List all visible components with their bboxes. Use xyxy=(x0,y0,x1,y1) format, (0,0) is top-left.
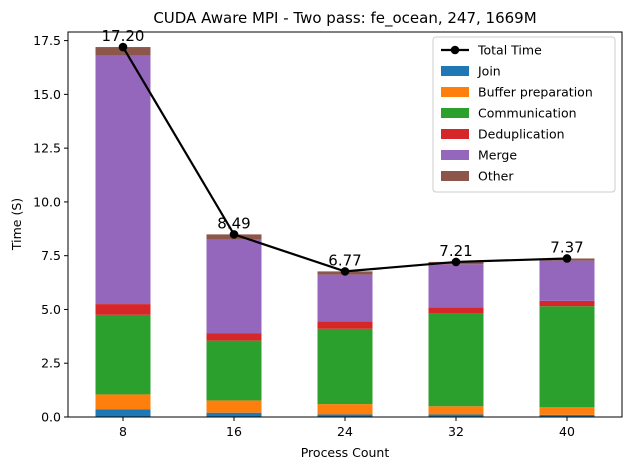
legend-label-join: Join xyxy=(477,64,501,79)
total-time-point-32 xyxy=(451,257,461,267)
legend-swatch-communication xyxy=(441,108,469,118)
legend-swatch-buffer-preparation xyxy=(441,87,469,97)
legend-label-communication: Communication xyxy=(478,106,577,121)
x-tick-label: 40 xyxy=(559,424,575,439)
legend-box xyxy=(432,36,616,193)
x-tick-label: 8 xyxy=(119,424,127,439)
legend-label-merge: Merge xyxy=(478,148,517,163)
bars-layer xyxy=(95,47,595,417)
y-tick-label: 5.0 xyxy=(41,302,61,317)
legend: Total Time Join Buffer preparation Communic… xyxy=(432,36,616,193)
bar-merge-16 xyxy=(206,239,262,334)
bar-buffer-preparation-24 xyxy=(317,404,373,415)
bar-communication-16 xyxy=(206,340,262,401)
bar-deduplication-24 xyxy=(317,321,373,329)
bar-communication-8 xyxy=(95,314,151,395)
legend-swatch-join xyxy=(441,66,469,76)
bar-join-24 xyxy=(317,414,373,417)
bar-communication-40 xyxy=(539,306,595,408)
y-tick-label: 7.5 xyxy=(41,248,61,263)
legend-swatch-merge xyxy=(441,150,469,160)
bar-other-8 xyxy=(95,47,151,56)
legend-marker-total-time xyxy=(450,45,460,55)
y-tick-label: 10.0 xyxy=(33,194,61,209)
total-time-label-24: 6.77 xyxy=(328,251,361,269)
bar-buffer-preparation-8 xyxy=(95,394,151,410)
y-tick-label: 15.0 xyxy=(33,87,61,102)
legend-label-other: Other xyxy=(478,169,514,184)
total-time-point-16 xyxy=(229,230,239,239)
bar-merge-8 xyxy=(95,55,151,305)
bar-join-32 xyxy=(428,414,484,417)
y-tick-label: 17.5 xyxy=(33,33,61,48)
bar-deduplication-16 xyxy=(206,333,262,341)
legend-label-buffer-preparation: Buffer preparation xyxy=(478,85,593,100)
bar-communication-24 xyxy=(317,328,373,405)
bar-buffer-preparation-32 xyxy=(428,406,484,415)
bar-join-40 xyxy=(539,414,595,417)
total-time-label-32: 7.21 xyxy=(439,242,472,260)
legend-swatch-other xyxy=(441,171,469,181)
total-time-label-40: 7.37 xyxy=(550,238,583,256)
bar-merge-40 xyxy=(539,260,595,301)
y-tick-label: 2.5 xyxy=(41,356,61,371)
total-time-point-40 xyxy=(562,254,572,263)
bar-join-16 xyxy=(206,412,262,417)
legend-label-total-time: Total Time xyxy=(477,43,542,58)
total-time-point-24 xyxy=(340,267,350,276)
total-time-line-layer: 17.20 8.49 6.77 7.21 7.37 xyxy=(102,27,584,276)
x-tick-label: 24 xyxy=(337,424,353,439)
bar-deduplication-8 xyxy=(95,304,151,315)
y-tick-label: 12.5 xyxy=(33,141,61,156)
y-axis: 0.0 2.5 5.0 7.5 10.0 12.5 15.0 17.5 xyxy=(33,33,68,425)
legend-swatch-deduplication xyxy=(441,129,469,139)
x-axis: 8 16 24 32 40 xyxy=(119,417,575,439)
bar-merge-24 xyxy=(317,274,373,322)
bar-merge-32 xyxy=(428,264,484,308)
bar-deduplication-40 xyxy=(539,300,595,307)
total-time-label-16: 8.49 xyxy=(217,214,250,232)
total-time-label-8: 17.20 xyxy=(102,27,145,45)
x-tick-label: 32 xyxy=(448,424,464,439)
bar-buffer-preparation-40 xyxy=(539,407,595,415)
chart-title: CUDA Aware MPI - Two pass: fe_ocean, 247… xyxy=(153,9,536,28)
bar-deduplication-32 xyxy=(428,307,484,314)
bar-communication-32 xyxy=(428,313,484,407)
bar-join-8 xyxy=(95,409,151,417)
legend-label-deduplication: Deduplication xyxy=(478,127,565,142)
total-time-point-8 xyxy=(118,42,128,52)
x-tick-label: 16 xyxy=(226,424,242,439)
y-axis-label: Time (S) xyxy=(9,198,24,251)
bar-buffer-preparation-16 xyxy=(206,400,262,413)
y-tick-label: 0.0 xyxy=(41,410,61,425)
x-axis-label: Process Count xyxy=(301,445,390,460)
